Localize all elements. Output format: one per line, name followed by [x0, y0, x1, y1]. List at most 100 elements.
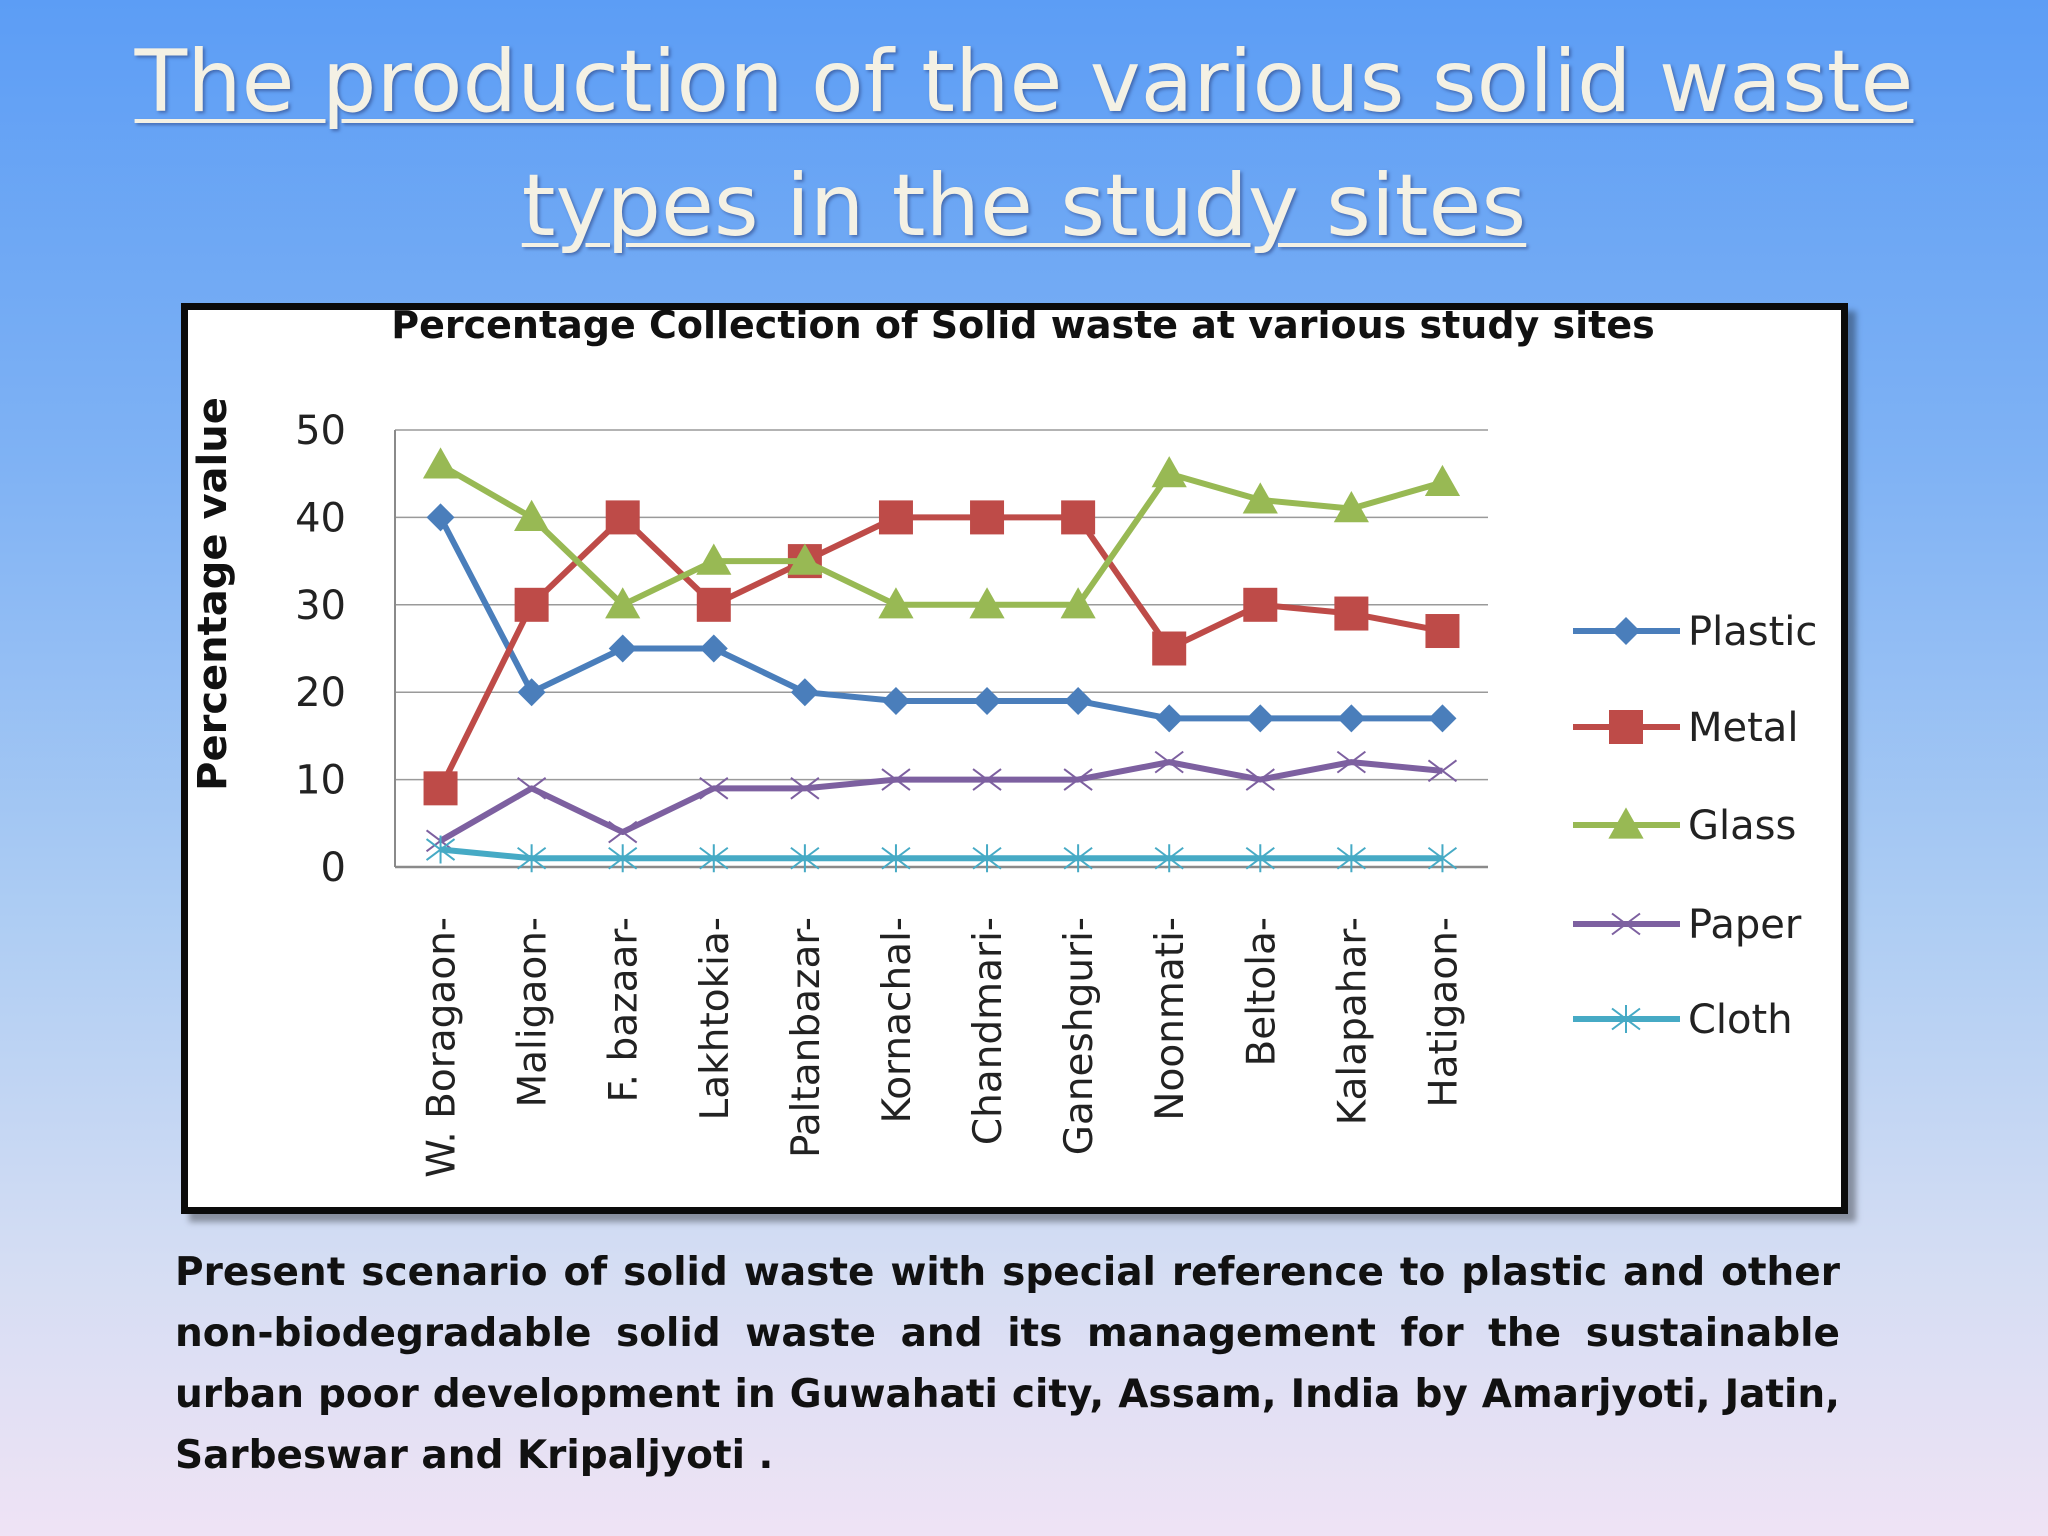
- data-point-glass: [1333, 491, 1369, 523]
- legend-item: Cloth: [1573, 997, 1793, 1043]
- y-tick-label: 40: [295, 495, 346, 541]
- data-point-plastic: [790, 678, 819, 707]
- data-point-cloth: [1336, 844, 1366, 873]
- series-line: [437, 514, 1444, 790]
- data-point-cloth: [517, 844, 547, 873]
- data-point-glass: [605, 587, 641, 619]
- series-metal: [423, 500, 1460, 806]
- legend-label: Glass: [1688, 803, 1796, 849]
- data-point-cloth: [1063, 844, 1093, 873]
- x-tick-label: Maligaon-: [511, 917, 556, 1108]
- data-point-cloth: [972, 844, 1002, 873]
- y-tick-label: 0: [321, 845, 346, 891]
- data-point-plastic: [608, 634, 637, 663]
- y-tick-label: 30: [295, 583, 346, 629]
- line-chart: Percentage Collection of Solid waste at …: [190, 310, 1817, 1178]
- legend-label: Cloth: [1688, 997, 1793, 1043]
- legend-label: Metal: [1688, 705, 1798, 751]
- series-paper: [425, 750, 1458, 853]
- data-point-glass: [696, 543, 732, 575]
- data-point-paper: [608, 820, 638, 844]
- data-point-plastic: [1155, 704, 1184, 733]
- chart-title: Percentage Collection of Solid waste at …: [391, 310, 1654, 347]
- x-tick-label: W. Boragaon-: [420, 917, 465, 1178]
- legend-item: Paper: [1573, 902, 1802, 948]
- y-tick-label: 10: [295, 758, 346, 804]
- data-point-metal: [1061, 500, 1096, 535]
- data-point-plastic: [1246, 704, 1275, 733]
- chart-frame: Percentage Collection of Solid waste at …: [181, 303, 1848, 1214]
- y-tick-label: 50: [295, 408, 346, 454]
- slide-title-line-1: The production of the various solid wast…: [134, 32, 1914, 132]
- data-point-metal: [514, 587, 549, 622]
- legend: Plastic Metal Glass Paper Cloth: [1573, 609, 1817, 1043]
- x-tick-label: Ganeshguri-: [1057, 917, 1102, 1155]
- legend-item: Metal: [1573, 705, 1798, 751]
- x-tick-label: Beltola-: [1239, 917, 1284, 1067]
- data-point-paper: [881, 768, 911, 791]
- legend-marker: [1611, 912, 1641, 936]
- data-point-paper: [1427, 759, 1458, 783]
- slide-caption: Present scenario of solid waste with spe…: [175, 1250, 1840, 1478]
- data-point-plastic: [1337, 704, 1366, 733]
- data-point-paper: [1154, 750, 1184, 774]
- data-point-plastic: [517, 678, 546, 707]
- data-point-metal: [1334, 596, 1369, 631]
- legend-marker: [1608, 807, 1644, 839]
- legend-label: Plastic: [1688, 609, 1817, 655]
- x-tick-label: Kalapahar-: [1330, 917, 1375, 1125]
- legend-label: Paper: [1688, 902, 1802, 948]
- legend-item: Plastic: [1573, 609, 1817, 655]
- legend-item: Glass: [1573, 803, 1796, 849]
- series-line: [439, 462, 1444, 608]
- data-point-plastic: [973, 686, 1002, 715]
- data-point-glass: [787, 543, 823, 575]
- data-point-glass: [969, 587, 1005, 619]
- data-point-glass: [1242, 482, 1278, 514]
- x-tick-label: Kornachal-: [875, 917, 920, 1123]
- data-point-cloth: [1154, 844, 1184, 873]
- data-point-plastic: [1064, 686, 1093, 715]
- data-point-metal: [970, 500, 1005, 535]
- legend-marker: [1612, 617, 1640, 645]
- data-point-paper: [699, 777, 729, 800]
- data-point-metal: [1243, 587, 1278, 622]
- slide-title: The production of the various solid wast…: [0, 20, 2048, 268]
- data-point-metal: [605, 500, 640, 535]
- data-point-paper: [972, 768, 1002, 791]
- data-point-cloth: [881, 844, 911, 873]
- slide-title-line-2: types in the study sites: [521, 156, 1527, 256]
- data-point-cloth: [699, 844, 729, 873]
- x-tick-label: Paltanbazar-: [784, 917, 829, 1158]
- data-point-cloth: [425, 835, 456, 864]
- data-point-cloth: [1245, 844, 1275, 873]
- series-line: [437, 516, 1443, 722]
- legend-marker: [1609, 710, 1643, 744]
- data-point-glass: [422, 447, 459, 479]
- data-series: [422, 447, 1461, 873]
- data-point-paper: [1245, 768, 1275, 791]
- data-point-glass: [514, 499, 550, 531]
- data-point-cloth: [608, 844, 638, 873]
- y-tick-label: 20: [295, 670, 346, 716]
- y-axis-label: Percentage value: [190, 397, 236, 791]
- legend-marker: [1611, 1005, 1641, 1033]
- x-tick-label: Hatigaon-: [1421, 917, 1466, 1108]
- data-point-metal: [1152, 631, 1187, 666]
- series-line: [439, 759, 1443, 844]
- data-point-cloth: [790, 844, 820, 873]
- x-tick-label: Noonmati-: [1148, 917, 1193, 1121]
- x-tick-labels: W. Boragaon- Maligaon- F. bazaar- Lakhtokia…: [420, 917, 1467, 1178]
- data-point-glass: [1060, 587, 1096, 619]
- series-line: [440, 846, 1443, 862]
- data-point-glass: [878, 587, 914, 619]
- series-glass: [422, 447, 1461, 619]
- data-point-paper: [790, 777, 820, 800]
- data-point-metal: [696, 587, 731, 622]
- data-point-plastic: [426, 503, 455, 532]
- data-point-paper: [1336, 750, 1366, 774]
- data-point-plastic: [881, 686, 910, 715]
- x-tick-label: Chandmari-: [966, 917, 1011, 1145]
- data-point-metal: [878, 500, 913, 535]
- data-point-metal: [423, 771, 458, 806]
